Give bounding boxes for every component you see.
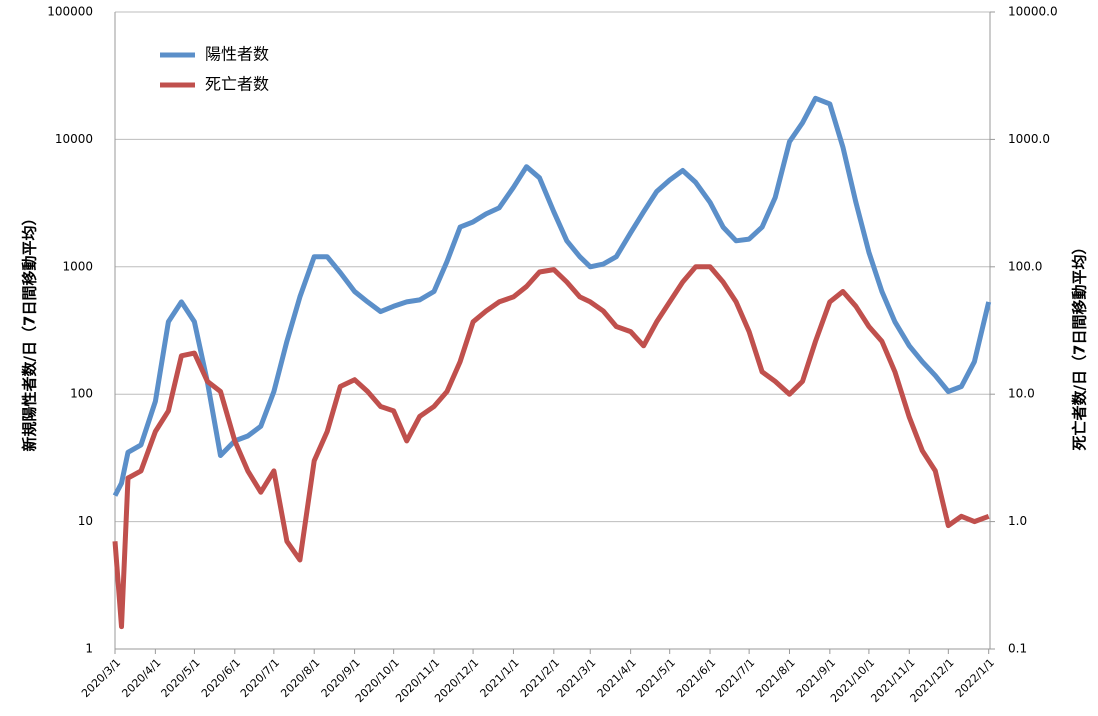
series-line	[112, 95, 992, 497]
y-axis-label: 新規陽性者数/日（7日間移動平均）	[21, 211, 39, 452]
x-tick-label: 2020/3/1	[79, 656, 123, 700]
x-tick-label: 2020/8/1	[278, 656, 322, 700]
x-tick-label: 2021/1/1	[478, 656, 522, 700]
legend-label: 死亡者数	[205, 75, 269, 94]
x-tick-label: 2021/5/1	[634, 656, 678, 700]
y2-tick-label: 100.0	[1008, 259, 1042, 273]
x-tick-label: 2020/5/1	[159, 656, 203, 700]
legend-label: 陽性者数	[205, 45, 269, 64]
y-tick-label: 10	[78, 514, 93, 528]
x-tick-label: 2021/6/1	[674, 656, 718, 700]
x-tick-label: 2021/3/1	[554, 656, 598, 700]
y2-tick-label: 0.1	[1008, 642, 1027, 656]
y2-tick-label: 1000.0	[1008, 132, 1050, 146]
y2-tick-label: 10.0	[1008, 387, 1035, 401]
x-tick-label: 2022/1/1	[953, 656, 997, 700]
y2-tick-label: 10000.0	[1008, 5, 1058, 19]
y-tick-label: 1	[85, 642, 93, 656]
y-tick-label: 1000	[62, 259, 93, 273]
y-tick-label: 100000	[47, 5, 93, 19]
x-tick-label: 2021/7/1	[713, 656, 757, 700]
x-tick-label: 2021/2/1	[518, 656, 562, 700]
x-tick-label: 2020/4/1	[119, 656, 163, 700]
x-tick-label: 2021/8/1	[754, 656, 798, 700]
y2-axis-label: 死亡者数/日（7日間移動平均）	[1071, 240, 1089, 451]
y2-tick-label: 1.0	[1008, 514, 1027, 528]
y-tick-label: 10000	[55, 132, 93, 146]
series-line	[112, 264, 990, 630]
x-tick-label: 2020/6/1	[199, 656, 243, 700]
x-tick-label: 2021/4/1	[595, 656, 639, 700]
y-tick-label: 100	[70, 387, 93, 401]
x-tick-label: 2020/7/1	[238, 656, 282, 700]
